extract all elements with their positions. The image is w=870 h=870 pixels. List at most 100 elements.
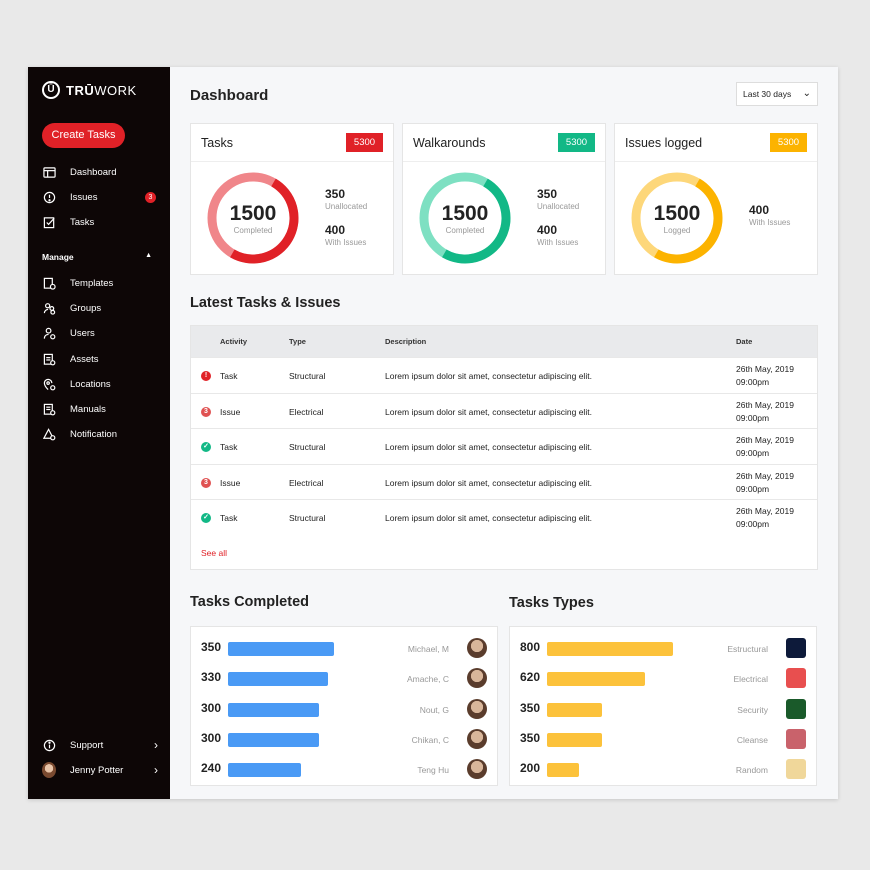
sidebar-item-label: Locations	[70, 378, 111, 390]
cell-type: Electrical	[289, 477, 324, 488]
bar-value: 300	[201, 700, 222, 715]
sidebar-item-label: Users	[70, 327, 95, 339]
with-issues-label: With Issues	[537, 238, 579, 247]
sidebar-item-label: Templates	[70, 277, 114, 289]
chevron-right-icon: ›	[154, 738, 158, 752]
category-thumbnail	[786, 638, 806, 658]
brand-light: WORK	[94, 82, 137, 98]
notification-icon	[42, 427, 56, 441]
manage-section-toggle[interactable]: Manage ▲	[42, 252, 152, 262]
sidebar-item-label: Tasks	[70, 216, 95, 228]
total-badge: 5300	[346, 133, 383, 152]
donut-value: 1500	[441, 202, 489, 225]
donut-progress	[207, 172, 299, 264]
donut-value: 1500	[229, 202, 277, 225]
sidebar-item-groups[interactable]: Groups	[42, 299, 160, 317]
cell-type: Structural	[289, 371, 326, 381]
card-title: Tasks	[201, 136, 233, 150]
sidebar-item-assets[interactable]: Assets	[42, 350, 160, 368]
cell-activity: Task	[220, 442, 238, 452]
sidebar-item-manuals[interactable]: Manuals	[42, 400, 160, 418]
bar-label: Michael, M	[407, 644, 449, 654]
brand-name: TRŪWORK	[66, 83, 137, 98]
create-tasks-button[interactable]: Create Tasks	[42, 123, 125, 148]
bar	[547, 763, 579, 778]
cell-desc: Lorem ipsum dolor sit amet, consectetur …	[385, 477, 592, 488]
total-badge: 5300	[558, 133, 595, 152]
sidebar-item-label: Notification	[70, 428, 117, 440]
cell-date: 26th May, 2019	[736, 364, 794, 374]
bar-label: Nout, G	[419, 704, 449, 715]
bar	[228, 732, 319, 747]
cell-date: 26th May, 2019	[736, 506, 794, 516]
app-window: Ū TRŪWORK Create Tasks Dashboard Issues …	[28, 67, 838, 799]
cell-date: 26th May, 2019	[736, 435, 794, 445]
donut-value: 1500	[653, 202, 701, 225]
table-row[interactable]: ✓ Task Structural Lorem ipsum dolor sit ame…	[191, 499, 817, 534]
see-all-link[interactable]: See all	[201, 548, 227, 558]
bar	[547, 702, 603, 717]
bar-value: 350	[520, 700, 541, 715]
bar-label: Random	[735, 765, 768, 776]
total-badge: 5300	[770, 133, 807, 152]
cell-type: Electrical	[289, 406, 324, 417]
cell-activity: Task	[220, 513, 238, 523]
card-title: Issues logged	[625, 136, 703, 150]
sidebar-item-locations[interactable]: Locations	[42, 375, 160, 393]
bar-label: Electrical	[733, 674, 768, 685]
bar-label: Chikan, C	[411, 734, 449, 745]
templates-icon	[42, 276, 56, 290]
table-row[interactable]: 3 Issue Electrical Lorem ipsum dolor sit am…	[191, 463, 817, 499]
locations-icon	[42, 377, 56, 391]
cell-type: Structural	[289, 513, 326, 523]
bar-label: Teng Hu	[417, 765, 449, 776]
sidebar-item-dashboard[interactable]: Dashboard	[42, 163, 160, 181]
issues-logged-stat-card: Issues logged 5300 1500 Logged 400 With …	[614, 123, 818, 275]
sidebar-item-support[interactable]: Support ›	[42, 736, 160, 754]
donut-label: Logged	[663, 226, 691, 235]
unallocated-count: 350	[325, 187, 346, 201]
groups-icon	[42, 301, 56, 315]
user-profile-menu[interactable]: Jenny Potter ›	[42, 761, 160, 779]
with-issues-label: With Issues	[749, 218, 791, 227]
bar-row: 330 Amache, C	[191, 664, 497, 694]
sidebar-item-tasks[interactable]: Tasks	[42, 213, 160, 231]
page-title: Dashboard	[190, 87, 269, 104]
donut-chart	[207, 172, 299, 264]
sidebar-item-templates[interactable]: Templates	[42, 274, 160, 292]
bar	[547, 672, 645, 687]
table-row[interactable]: 3 Issue Electrical Lorem ipsum dolor sit am…	[191, 392, 817, 428]
donut-label: Completed	[233, 226, 273, 235]
bar	[228, 642, 334, 656]
table-row[interactable]: ✓ Task Structural Lorem ipsum dolor sit ame…	[191, 428, 817, 463]
bar-label: Amache, C	[406, 674, 449, 685]
table-header: Activity Type Description Date	[191, 326, 817, 357]
sidebar-item-label: Support	[70, 739, 104, 751]
date-range-select[interactable]: Last 30 days ⌄	[736, 82, 818, 106]
bar	[547, 732, 603, 747]
tasks-completed-title: Tasks Completed	[190, 594, 309, 610]
category-thumbnail	[786, 668, 806, 689]
issue-circle-icon: 3	[201, 477, 211, 488]
sidebar-item-label: Manuals	[70, 403, 106, 415]
sidebar-item-issues[interactable]: Issues 3	[42, 188, 160, 206]
sidebar-item-users[interactable]: Users	[42, 324, 160, 342]
avatar	[467, 698, 487, 719]
bar-value: 300	[201, 730, 222, 745]
table-row[interactable]: ! Task Structural Lorem ipsum dolor sit ame…	[191, 357, 817, 392]
donut-chart	[419, 172, 511, 264]
check-circle-icon: ✓	[201, 513, 211, 523]
dashboard-icon	[42, 165, 56, 179]
sidebar-item-notification[interactable]: Notification	[42, 425, 160, 443]
check-circle-icon: ✓	[201, 442, 211, 452]
card-header: Walkarounds 5300	[403, 124, 605, 162]
cell-desc: Lorem ipsum dolor sit amet, consectetur …	[385, 442, 592, 452]
unallocated-label: Unallocated	[537, 202, 580, 211]
avatar	[467, 728, 487, 749]
donut-progress	[419, 172, 511, 264]
donut-label: Completed	[445, 226, 485, 235]
cell-date: 26th May, 2019	[736, 470, 794, 481]
card-header: Issues logged 5300	[615, 124, 817, 162]
tasks-icon	[42, 215, 56, 229]
task-types-title: Tasks Types	[509, 595, 594, 611]
